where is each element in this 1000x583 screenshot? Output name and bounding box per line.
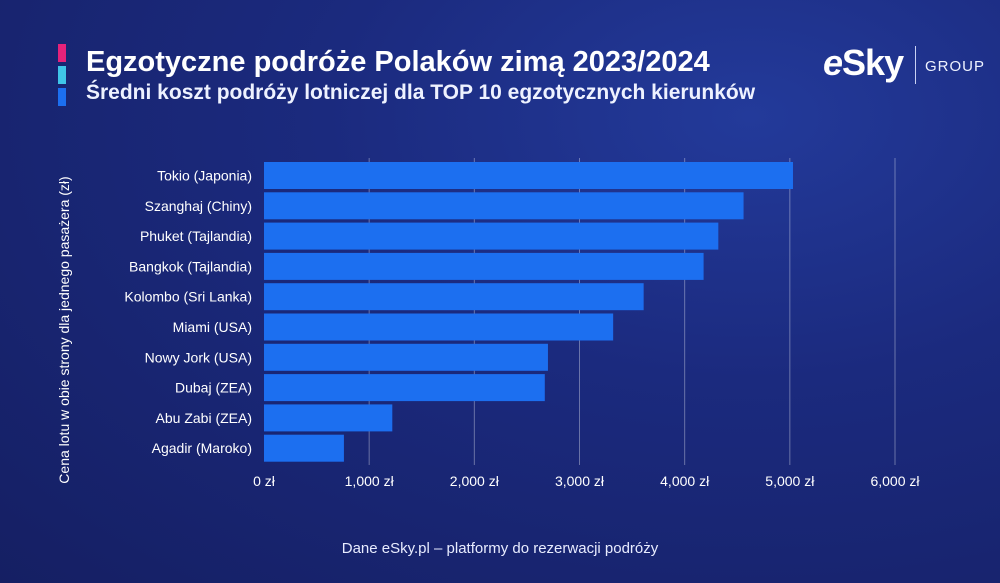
category-label: Miami (USA) — [173, 319, 252, 335]
category-label: Szanghaj (Chiny) — [145, 198, 252, 214]
category-label: Abu Zabi (ZEA) — [156, 410, 252, 426]
category-label: Tokio (Japonia) — [157, 168, 252, 184]
chart-subtitle: Średni koszt podróży lotniczej dla TOP 1… — [86, 81, 756, 104]
logo-divider — [915, 46, 916, 84]
x-tick-label: 1,000 zł — [345, 473, 395, 489]
x-tick-label: 2,000 zł — [450, 473, 500, 489]
category-label: Phuket (Tajlandia) — [140, 228, 252, 244]
x-tick-label: 6,000 zł — [870, 473, 920, 489]
logo-group-text: GROUP — [925, 58, 986, 75]
x-tick-label: 5,000 zł — [765, 473, 815, 489]
category-label: Bangkok (Tajlandia) — [129, 258, 252, 274]
accent-stripe-blue — [58, 88, 66, 106]
chart-title: Egzotyczne podróże Polaków zimą 2023/202… — [86, 46, 710, 78]
accent-stripe-cyan — [58, 66, 66, 84]
esky-group-logo: eSky GROUP — [823, 42, 986, 92]
bar — [264, 313, 614, 341]
x-tick-label: 3,000 zł — [555, 473, 605, 489]
x-tick-label: 4,000 zł — [660, 473, 710, 489]
category-label: Kolombo (Sri Lanka) — [124, 289, 252, 305]
category-label: Agadir (Maroko) — [152, 440, 252, 456]
bar — [264, 404, 393, 432]
bar — [264, 162, 793, 189]
accent-stripe-pink — [58, 44, 66, 62]
esky-logo-text: eSky — [823, 42, 904, 83]
category-label: Dubaj (ZEA) — [175, 380, 252, 396]
bar — [264, 252, 704, 280]
source-footer: Dane eSky.pl – platformy do rezerwacji p… — [341, 540, 659, 557]
bar — [264, 192, 744, 220]
bar — [264, 343, 548, 371]
category-label: Nowy Jork (USA) — [145, 349, 252, 365]
bar — [264, 283, 644, 311]
bar — [264, 222, 719, 250]
bar — [264, 374, 545, 402]
x-tick-label: 0 zł — [253, 473, 276, 489]
bar — [264, 434, 344, 462]
